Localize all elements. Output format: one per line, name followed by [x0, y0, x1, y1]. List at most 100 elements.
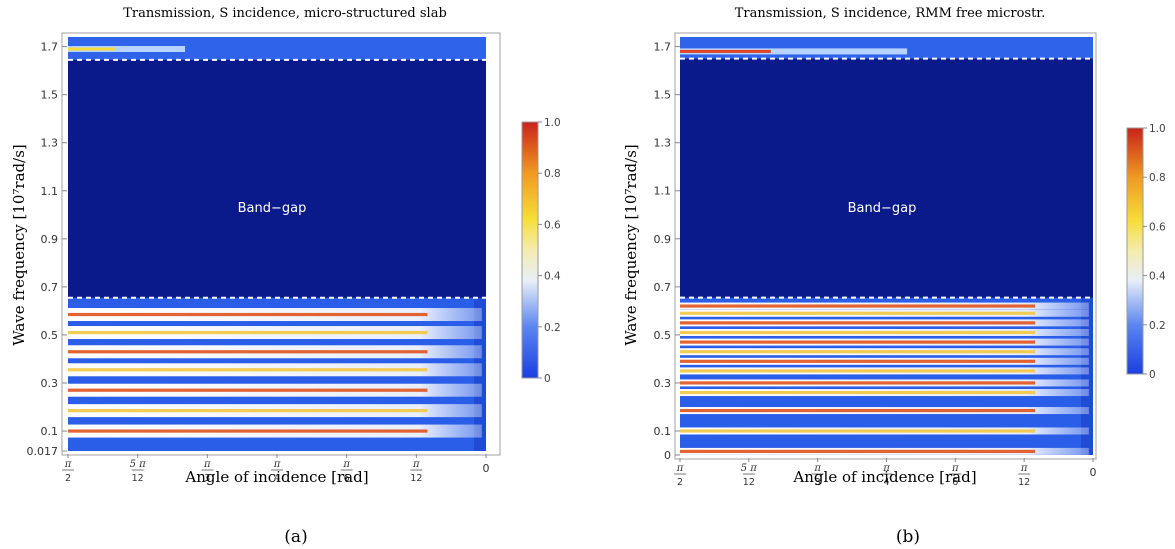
- x-axis-title-b: Angle of incidence [rad]: [792, 468, 976, 486]
- peak-core: [68, 368, 428, 372]
- peak-core: [680, 408, 1036, 413]
- x-tick-numerator: π: [64, 459, 72, 470]
- x-tick-numerator: π: [412, 459, 420, 470]
- colorbar-tick-label: 0.2: [1149, 320, 1166, 332]
- x-axis-title-a: Angle of incidence [rad]: [184, 468, 368, 486]
- x-tick-denominator: 3: [204, 473, 210, 484]
- colorbar-tick-label: 0: [1149, 369, 1156, 381]
- x-tick-numerator: π: [273, 459, 281, 470]
- peak-core: [68, 388, 428, 392]
- x-tick-numerator: π: [882, 463, 890, 474]
- x-tick-denominator: 3: [815, 477, 821, 488]
- band-gap-label-a: Band−gap: [238, 201, 307, 216]
- colorbar-a: [522, 122, 538, 378]
- colorbar-tick-label: 0.2: [544, 322, 561, 334]
- peak-core: [68, 312, 428, 317]
- peak-core: [680, 369, 1036, 373]
- x-tick-label: 0: [483, 462, 490, 475]
- x-tick-numerator: π: [813, 463, 821, 474]
- peak-row-upper: [68, 46, 186, 53]
- y-tick-label: 0.9: [654, 233, 672, 246]
- peak-core: [680, 449, 1036, 453]
- edge-shadow: [1081, 297, 1093, 455]
- peak-core: [68, 429, 428, 433]
- x-tick-numerator: 5 π: [741, 463, 758, 474]
- y-tick-label: 0.9: [41, 233, 59, 246]
- peak-core: [68, 409, 428, 413]
- x-tick-denominator: 12: [132, 473, 144, 484]
- x-tick-numerator: π: [951, 463, 959, 474]
- peak-core: [680, 381, 1036, 385]
- colorbar-tick-label: 0.6: [544, 219, 561, 231]
- axes-b: 0 0.1 0.3 0.5 0.7 0.9 1.1 1.3 1.5 1.7 π 2 5 π 12 π 3 π 4 π…: [654, 41, 1097, 488]
- x-tick-numerator: π: [1020, 463, 1028, 474]
- peak-core: [680, 304, 1036, 308]
- colorbar-tick-label: 1.0: [544, 117, 561, 129]
- y-tick-label: 0.5: [41, 329, 59, 342]
- colorbar-tick-label: 0.6: [1149, 221, 1166, 233]
- heatmap-a: [68, 37, 486, 451]
- y-tick-label: 1.1: [654, 185, 672, 198]
- y-tick-label: 1.3: [41, 137, 59, 150]
- x-tick-denominator: 4: [274, 473, 280, 484]
- y-tick-label: 0.1: [41, 425, 59, 438]
- peak-core-upper: [680, 49, 771, 53]
- peak-core: [680, 311, 1036, 315]
- x-tick-denominator: 2: [677, 477, 683, 488]
- colorbar-tick-label: 1.0: [1149, 123, 1166, 135]
- upper-band-region: [68, 37, 486, 60]
- peak-core: [68, 350, 428, 354]
- colorbar-tick-label: 0.8: [544, 168, 561, 180]
- band-gap-label-b: Band−gap: [848, 201, 917, 216]
- colorbar-frame-b: [1126, 127, 1144, 375]
- caption-a: (a): [284, 527, 307, 547]
- axes-a: 0.017 0.1 0.3 0.5 0.7 0.9 1.1 1.3 1.5 1.7 π 2 5 π 12 π…: [27, 41, 490, 484]
- colorbar-frame-a: [521, 121, 539, 379]
- x-tick-denominator: 2: [65, 473, 71, 484]
- panel-b: Transmission, S incidence, RMM free micr…: [622, 6, 1166, 547]
- y-tick-label: 1.5: [654, 89, 672, 102]
- heatmap-b: [680, 37, 1093, 455]
- peak-core: [680, 330, 1036, 335]
- x-tick-numerator: π: [676, 463, 684, 474]
- peak-core: [680, 350, 1036, 354]
- y-axis-title-b: Wave frequency [10⁷rad/s]: [622, 144, 640, 346]
- y-axis-title-a: Wave frequency [10⁷rad/s]: [10, 144, 28, 346]
- y-tick-label: 0.017: [27, 445, 59, 458]
- y-tick-label: 0.7: [654, 281, 672, 294]
- x-tick-denominator: 12: [1018, 477, 1030, 488]
- peak-core: [680, 390, 1036, 395]
- y-tick-label: 1.3: [654, 137, 672, 150]
- peak-core: [68, 330, 428, 335]
- y-tick-label: 0.5: [654, 329, 672, 342]
- x-tick-denominator: 12: [410, 473, 422, 484]
- y-tick-label: 0.7: [41, 281, 59, 294]
- band-gap-region: [680, 58, 1093, 298]
- x-tick-numerator: 5 π: [130, 459, 147, 470]
- colorbar-tick-label: 0.4: [1149, 271, 1166, 283]
- band-gap-region: [68, 59, 486, 298]
- colorbar-ticks-a: 0 0.2 0.4 0.6 0.8 1.0: [538, 117, 561, 385]
- peak-core: [680, 321, 1036, 325]
- colorbar-b: [1127, 128, 1143, 374]
- colorbar-tick-label: 0.8: [1149, 172, 1166, 184]
- y-tick-label: 1.5: [41, 89, 59, 102]
- peak-row-upper: [680, 48, 908, 55]
- peak-core: [680, 429, 1036, 433]
- y-tick-label: 1.1: [41, 185, 59, 198]
- x-tick-label: 0: [1090, 466, 1097, 479]
- x-tick-denominator: 6: [344, 473, 350, 484]
- chart-title-b: Transmission, S incidence, RMM free micr…: [735, 6, 1045, 21]
- colorbar-tick-label: 0: [544, 373, 551, 385]
- y-tick-label: 1.7: [654, 41, 672, 54]
- caption-b: (b): [896, 527, 920, 547]
- y-tick-label: 0.3: [41, 377, 59, 390]
- peak-core-upper: [68, 47, 115, 51]
- x-tick-numerator: π: [342, 459, 350, 470]
- upper-band-region: [680, 37, 1093, 59]
- x-tick-denominator: 12: [743, 477, 755, 488]
- chart-title-a: Transmission, S incidence, micro-structu…: [123, 6, 447, 21]
- y-tick-label: 0.1: [654, 425, 672, 438]
- panel-a: Transmission, S incidence, micro-structu…: [10, 6, 561, 547]
